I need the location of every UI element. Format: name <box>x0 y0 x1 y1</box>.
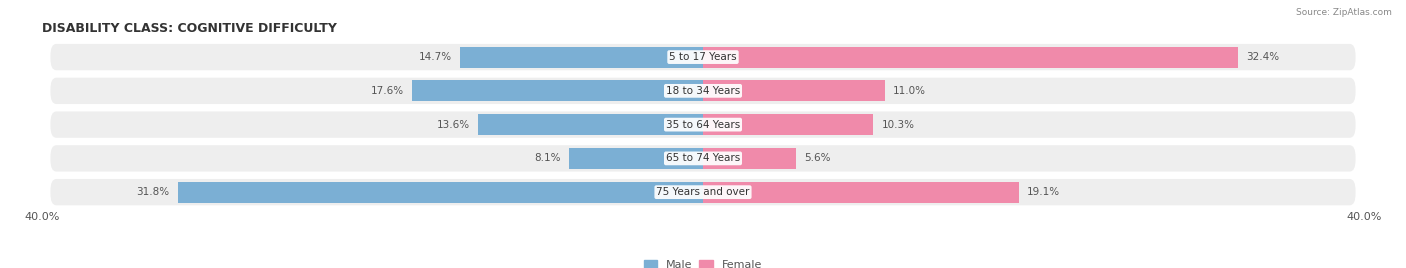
FancyBboxPatch shape <box>51 78 1355 104</box>
FancyBboxPatch shape <box>51 145 1355 172</box>
Text: 31.8%: 31.8% <box>136 187 169 197</box>
Text: 32.4%: 32.4% <box>1247 52 1279 62</box>
Bar <box>703 182 1018 203</box>
Bar <box>177 182 703 203</box>
Bar <box>412 80 703 101</box>
Bar <box>460 47 703 68</box>
Text: 5 to 17 Years: 5 to 17 Years <box>669 52 737 62</box>
Text: 75 Years and over: 75 Years and over <box>657 187 749 197</box>
Text: 11.0%: 11.0% <box>893 86 927 96</box>
Text: Source: ZipAtlas.com: Source: ZipAtlas.com <box>1296 8 1392 17</box>
Bar <box>703 148 796 169</box>
FancyBboxPatch shape <box>51 44 1355 70</box>
Bar <box>703 47 1239 68</box>
Bar <box>703 80 884 101</box>
Bar <box>703 114 873 135</box>
Text: 17.6%: 17.6% <box>371 86 404 96</box>
Text: 14.7%: 14.7% <box>419 52 451 62</box>
Text: 13.6%: 13.6% <box>437 120 470 130</box>
FancyBboxPatch shape <box>51 179 1355 205</box>
Text: 8.1%: 8.1% <box>534 153 561 163</box>
FancyBboxPatch shape <box>51 111 1355 138</box>
Text: DISABILITY CLASS: COGNITIVE DIFFICULTY: DISABILITY CLASS: COGNITIVE DIFFICULTY <box>42 22 337 35</box>
Text: 10.3%: 10.3% <box>882 120 914 130</box>
Legend: Male, Female: Male, Female <box>640 255 766 268</box>
Bar <box>569 148 703 169</box>
Text: 18 to 34 Years: 18 to 34 Years <box>666 86 740 96</box>
Text: 5.6%: 5.6% <box>804 153 831 163</box>
Text: 35 to 64 Years: 35 to 64 Years <box>666 120 740 130</box>
Text: 19.1%: 19.1% <box>1026 187 1060 197</box>
Bar <box>478 114 703 135</box>
Text: 65 to 74 Years: 65 to 74 Years <box>666 153 740 163</box>
